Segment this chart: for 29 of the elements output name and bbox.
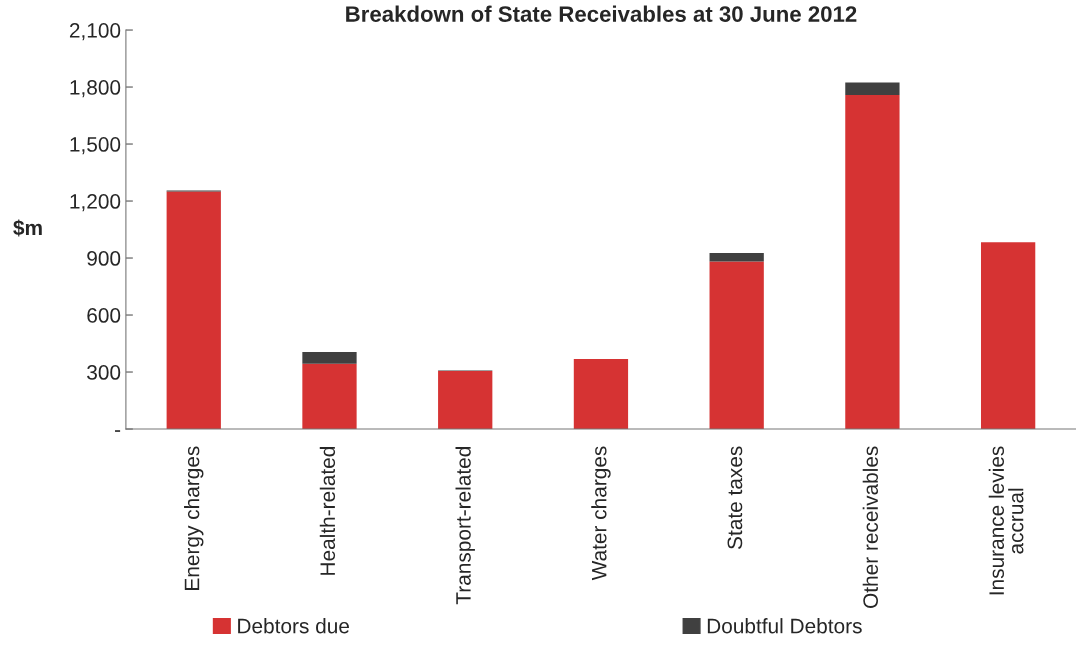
y-tick-label: 900 bbox=[87, 251, 121, 266]
bar bbox=[573, 358, 629, 430]
bar bbox=[166, 191, 221, 430]
bar bbox=[302, 351, 357, 364]
y-axis-title: $m bbox=[13, 219, 42, 237]
x-tick-label: Transport-related bbox=[455, 447, 475, 605]
chart-title: Breakdown of State Receivables at 30 June 2012 bbox=[346, 5, 857, 22]
y-tick-label: 1,500 bbox=[70, 137, 121, 155]
legend-label: Doubtful Debtors bbox=[707, 618, 862, 634]
y-tick-label: 2,100 bbox=[69, 23, 121, 41]
x-tick-label: Energy charges bbox=[184, 446, 204, 590]
bar bbox=[438, 371, 493, 430]
x-tick-label: Other receivables bbox=[862, 446, 878, 608]
y-tick-label: 300 bbox=[87, 365, 121, 380]
x-tick-label: Water charges bbox=[591, 446, 611, 581]
y-tick-label: 600 bbox=[87, 308, 121, 323]
bar bbox=[302, 363, 357, 430]
bar bbox=[980, 242, 1036, 430]
bar bbox=[845, 82, 900, 96]
y-tick-label: - bbox=[115, 430, 121, 432]
y-tick-label: 1,800 bbox=[70, 80, 121, 98]
bar bbox=[709, 261, 764, 430]
legend-label: Debtors due bbox=[238, 618, 349, 634]
y-tick-label: 1,200 bbox=[70, 194, 121, 212]
x-tick-label: Health-related bbox=[319, 447, 336, 575]
x-tick-label: Insurance levies accrual bbox=[988, 446, 1024, 595]
bar bbox=[709, 252, 764, 262]
x-tick-label: State taxes bbox=[727, 446, 743, 549]
bar bbox=[845, 95, 900, 430]
